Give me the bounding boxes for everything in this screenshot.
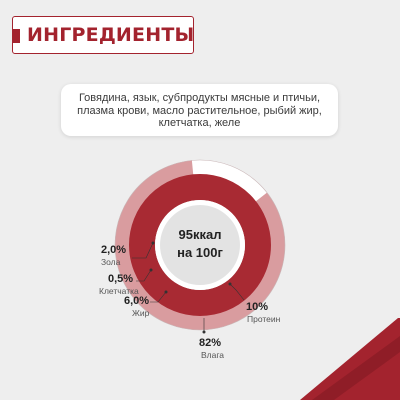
outer-ring-outline [114,159,286,331]
leader-line-fiber [136,269,152,282]
label-fiber-name: Клетчатка [99,286,139,296]
label-moisture-name: Влага [201,350,224,360]
label-ash-name: Зола [101,257,121,267]
ingredients-card: Говядина, язык, субпродукты мясные и пти… [61,84,338,136]
label-moisture-pct: 82% [199,337,222,349]
outer-ring-segment [115,160,285,330]
label-fiber: 0,5% Клетчатка [99,273,139,296]
calorie-unit: на 100г [177,245,223,260]
center-disk [160,205,240,285]
leader-line-fat [150,291,167,303]
label-fat-name: Жир [132,308,150,318]
calorie-center-label: 95ккал на 100г [160,226,240,262]
label-fat-pct: 6,0% [124,295,150,307]
label-protein: 10% Протеин [246,302,280,324]
label-protein-pct: 10% [246,301,269,313]
page-title: ИНГРЕДИЕНТЫ [27,24,195,46]
leader-dot-ash [151,241,155,245]
leader-line-ash [132,242,154,259]
leader-line-protein [229,283,245,301]
inner-ring [129,174,271,316]
ingredients-text: Говядина, язык, субпродукты мясные и пти… [77,92,322,129]
leader-dot-moisture [202,330,206,334]
leader-dot-protein [228,282,232,286]
label-fat: 6,0% Жир [124,296,149,318]
label-protein-name: Протеин [247,314,281,324]
corner-tab-decor-icon [11,29,20,43]
label-fiber-pct: 0,5% [108,273,134,285]
label-moisture: 82% Влага [199,338,224,360]
calorie-value: 95ккал [178,227,222,242]
leader-dot-fiber [149,268,153,272]
leader-dot-fat [164,290,168,294]
label-ash-pct: 2,0% [101,244,127,256]
label-ash: 2,0% Зола [101,245,126,267]
section-title-box: ИНГРЕДИЕНТЫ [11,16,195,54]
